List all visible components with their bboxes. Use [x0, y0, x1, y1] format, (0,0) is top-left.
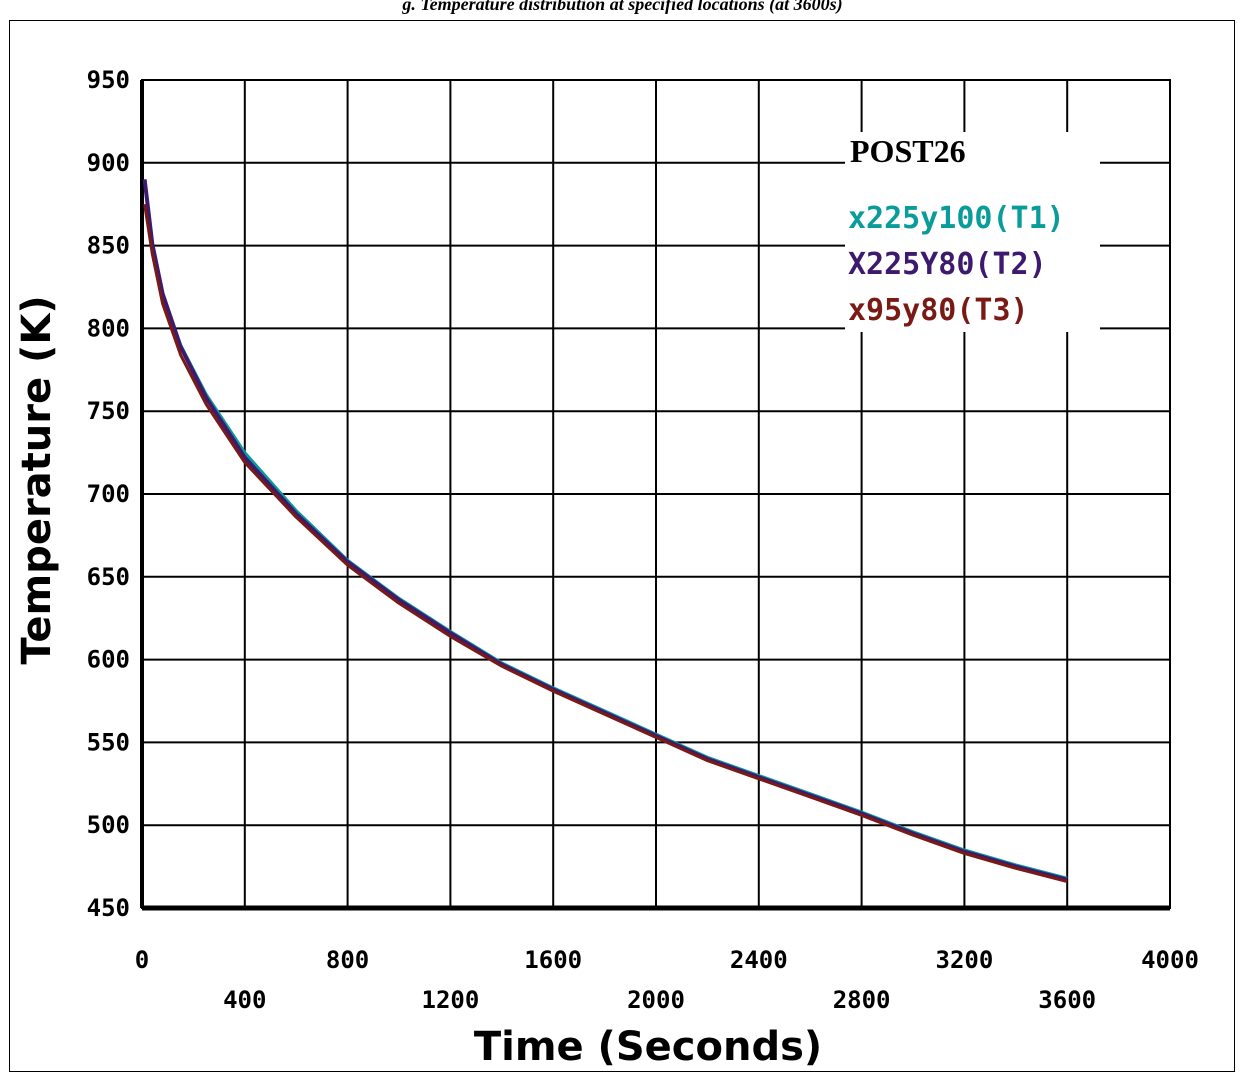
x-tick-label: 3600 [1038, 986, 1096, 1014]
y-tick-label: 600 [87, 646, 130, 674]
x-tick-label: 800 [326, 946, 369, 974]
figure-caption: g. Temperature distribution at specified… [402, 0, 843, 14]
y-tick-label: 700 [87, 480, 130, 508]
x-tick-label: 2000 [627, 986, 685, 1014]
y-tick-label: 650 [87, 563, 130, 591]
x-tick-label: 0 [135, 946, 149, 974]
y-tick-label: 900 [87, 149, 130, 177]
y-tick-label: 500 [87, 811, 130, 839]
y-tick-label: 800 [87, 314, 130, 342]
y-tick-label: 550 [87, 728, 130, 756]
x-tick-label: 2400 [730, 946, 788, 974]
series-line-3 [143, 203, 1068, 883]
x-tick-label: 3200 [936, 946, 994, 974]
y-tick-label: 950 [87, 66, 130, 94]
x-tick-label: 400 [223, 986, 266, 1014]
legend-entry: x225y100(T1) [848, 201, 1065, 236]
y-tick-label: 850 [87, 232, 130, 260]
figure-frame [9, 20, 1235, 1072]
x-tick-label: 1600 [524, 946, 582, 974]
legend-box [845, 132, 1100, 332]
x-tick-label: 2800 [833, 986, 891, 1014]
x-axis-title: Time (Seconds) [474, 1024, 822, 1070]
y-tick-label: 450 [87, 894, 130, 922]
x-tick-label: 1200 [422, 986, 480, 1014]
legend-entry: x95y80(T3) [848, 293, 1029, 328]
x-tick-label: 4000 [1141, 946, 1199, 974]
y-axis-title: Temperature (K) [14, 295, 60, 664]
y-tick-label: 750 [87, 397, 130, 425]
legend-entry: X225Y80(T2) [848, 247, 1047, 282]
legend-title: POST26 [850, 133, 966, 169]
